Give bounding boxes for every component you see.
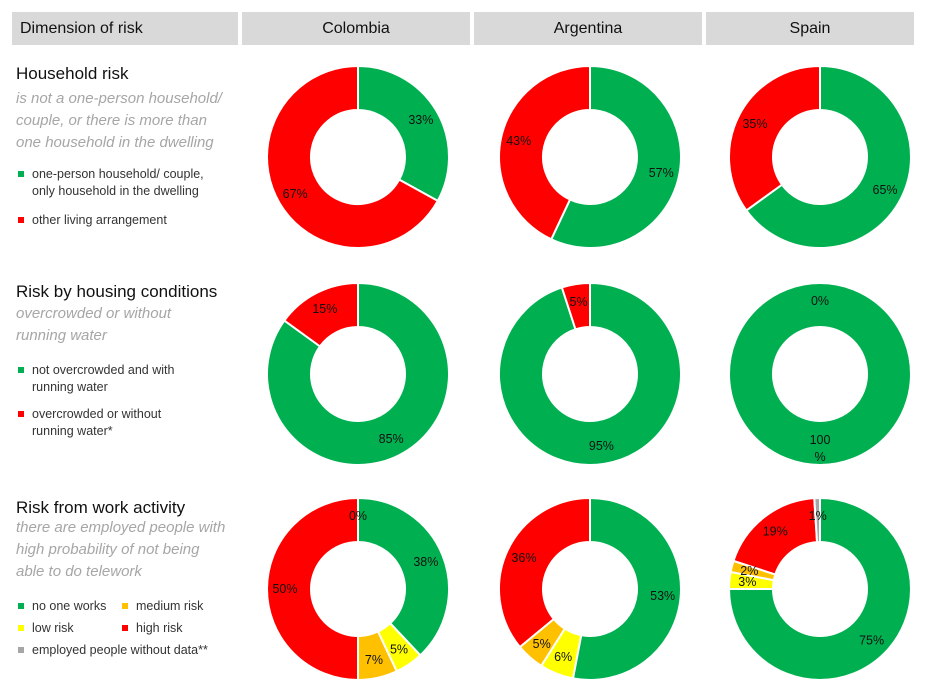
donut-slice xyxy=(266,496,359,682)
donut-slice xyxy=(498,281,682,466)
donut-work-argentina: 53% 6%5% 36% xyxy=(498,496,682,681)
slice-data-label: 57% xyxy=(649,166,674,180)
legend-swatch xyxy=(18,603,24,609)
donut-slice xyxy=(571,496,682,681)
slice-data-label: 5% xyxy=(570,295,588,309)
legend-label: no one works xyxy=(32,599,107,613)
slice-data-label: 75% xyxy=(859,634,884,648)
legend-swatch xyxy=(18,367,24,373)
slice-data-label: 6% xyxy=(554,650,572,664)
section-subtitle-housing: overcrowded or without running water xyxy=(16,303,171,347)
donut-work-spain: 75% 3%2% 19% 1% xyxy=(727,496,912,681)
slice-data-label: 35% xyxy=(742,117,767,131)
subtitle-line: overcrowded or without xyxy=(16,305,172,322)
slice-data-label: 5% xyxy=(533,637,551,651)
donut-slice xyxy=(266,64,440,249)
slice-data-label: 36% xyxy=(511,551,536,565)
legend-label: employed people without data** xyxy=(32,643,208,657)
header-country-colombia: Colombia xyxy=(242,12,470,45)
header-country-argentina: Argentina xyxy=(474,12,702,45)
slice-data-label: 85% xyxy=(379,432,404,446)
donut-slice xyxy=(728,64,821,212)
slice-data-label: 5% xyxy=(390,642,408,656)
donut-slice xyxy=(549,64,682,249)
donut-slice xyxy=(727,496,912,681)
subtitle-line: there are employed people with xyxy=(16,519,226,536)
legend-swatch xyxy=(18,411,24,417)
donut-slice xyxy=(813,496,821,544)
slice-data-label: 95% xyxy=(589,439,614,453)
legend-label: one-person household/ couple, only househ… xyxy=(32,167,204,198)
legend-swatch xyxy=(122,625,128,631)
donut-slice xyxy=(744,64,912,249)
slice-data-label: 3% xyxy=(738,575,756,589)
slice-data-label: 43% xyxy=(506,134,531,148)
legend-swatch xyxy=(122,603,128,609)
slice-data-label: 67% xyxy=(283,187,308,201)
slice-data-label: 38% xyxy=(413,555,438,569)
slice-data-label: 33% xyxy=(408,113,433,127)
donut-slice xyxy=(728,281,912,467)
donut-slice xyxy=(357,496,450,657)
legend-label: overcrowded or without running water* xyxy=(32,407,162,438)
header-dimension: Dimension of risk xyxy=(12,12,238,45)
header-country-spain: Spain xyxy=(706,12,914,45)
donut-work-colombia: 38% 5% 7% 50% 0% xyxy=(266,496,450,682)
donut-slice xyxy=(498,496,591,649)
legend-label: other living arrangement xyxy=(32,213,167,227)
legend-swatch xyxy=(18,625,24,631)
slice-data-label: 7% xyxy=(365,653,383,667)
slice-data-label: 0% xyxy=(349,509,367,523)
legend-swatch xyxy=(18,647,24,653)
donut-slice xyxy=(282,281,359,348)
subtitle-line: one household in the dwelling xyxy=(16,134,214,151)
legend-swatch xyxy=(18,171,24,177)
slice-data-label: 0% xyxy=(811,294,829,308)
section-subtitle-household: is not a one-person household/ couple, o… xyxy=(16,88,222,154)
subtitle-line: couple, or there is more than xyxy=(16,112,207,129)
slice-data-label: 50% xyxy=(272,582,297,596)
donut-slice xyxy=(266,281,450,466)
donut-housing-colombia: 85% 15% xyxy=(266,281,450,466)
slice-data-label: 65% xyxy=(873,183,898,197)
subtitle-line: is not a one-person household/ xyxy=(16,90,222,107)
section-title-household: Household risk xyxy=(16,64,129,83)
legend-label: low risk xyxy=(32,621,74,635)
slice-data-label: 19% xyxy=(763,524,788,538)
subtitle-line: running water xyxy=(16,327,107,344)
donut-slice xyxy=(498,64,591,241)
slice-data-label: 2% xyxy=(740,564,758,578)
subtitle-line: high probability of not being xyxy=(16,541,200,558)
legend-label: not overcrowded and with running water xyxy=(32,363,175,394)
donut-slice xyxy=(357,64,450,203)
donut-household-spain: 65% 35% xyxy=(728,64,912,249)
donut-household-argentina: 57% 43% xyxy=(498,64,682,249)
slice-data-label: 15% xyxy=(312,302,337,316)
subtitle-line: able to do telework xyxy=(16,563,142,580)
donut-slice xyxy=(560,281,591,331)
slice-data-label: 100% xyxy=(810,433,831,464)
donut-housing-spain: 100 % 0% xyxy=(728,281,912,467)
section-title-housing: Risk by housing conditions xyxy=(16,282,218,301)
slice-data-label: 53% xyxy=(650,589,675,603)
legend-label: medium risk xyxy=(136,599,204,613)
donut-housing-argentina: 95% 5% xyxy=(498,281,682,466)
legend-swatch xyxy=(18,217,24,223)
donut-household-colombia: 33% 67% xyxy=(266,64,450,249)
section-subtitle-work: there are employed people with high prob… xyxy=(16,517,225,583)
slice-data-label: 1% xyxy=(809,509,827,523)
legend-label: high risk xyxy=(136,621,183,635)
section-title-work: Risk from work activity xyxy=(16,498,186,517)
